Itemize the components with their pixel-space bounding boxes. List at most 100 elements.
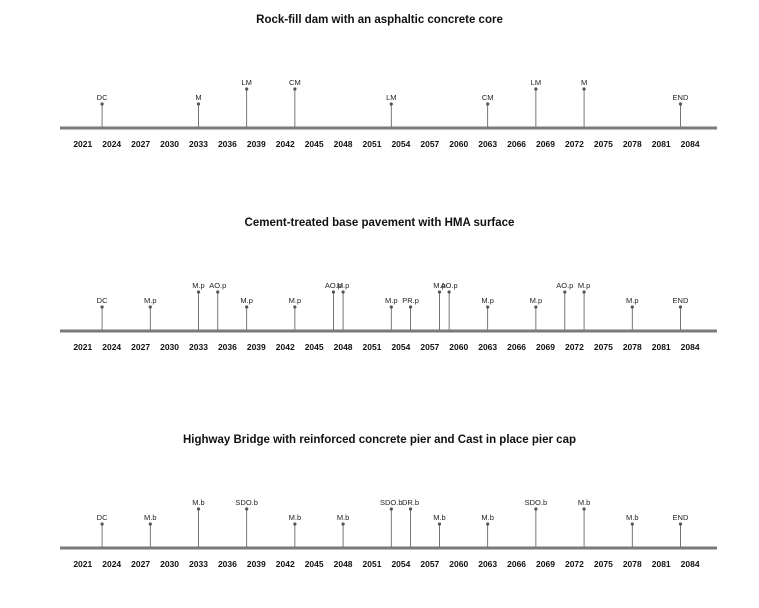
- event-marker: [293, 522, 297, 526]
- event-marker: [408, 507, 413, 511]
- x-tick-label: 2036: [218, 342, 237, 352]
- x-tick-label: 2081: [652, 139, 671, 149]
- x-tick-label: 2072: [565, 342, 584, 352]
- x-tick-label: 2078: [623, 139, 642, 149]
- event-marker: [389, 305, 393, 309]
- x-tick-label: 2051: [363, 559, 382, 569]
- event-label: M.p: [289, 296, 302, 305]
- event-marker: [534, 305, 538, 309]
- event-label: DR.b: [402, 498, 419, 507]
- event-label: SDO.b: [525, 498, 548, 507]
- event-label: AO.p: [556, 281, 573, 290]
- x-tick-label: 2033: [189, 342, 208, 352]
- event-label: M.b: [144, 513, 157, 522]
- event-label: AO.p: [209, 281, 226, 290]
- x-tick-label: 2075: [594, 559, 613, 569]
- x-tick-label: 2036: [218, 559, 237, 569]
- event-label: DC: [97, 513, 108, 522]
- x-tick-label: 2066: [507, 559, 526, 569]
- chart-title: Cement-treated base pavement with HMA su…: [245, 217, 515, 229]
- timeline-panel-1: Rock-fill dam with an asphaltic concrete…: [60, 14, 717, 149]
- x-tick-label: 2084: [681, 559, 700, 569]
- event-label: END: [673, 296, 689, 305]
- timeline-panel-2: Cement-treated base pavement with HMA su…: [60, 217, 717, 352]
- x-tick-label: 2033: [189, 559, 208, 569]
- event-label: SDO.b: [380, 498, 403, 507]
- event-label: M.b: [433, 513, 446, 522]
- event-marker: [245, 507, 249, 511]
- x-tick-label: 2030: [160, 139, 179, 149]
- event-label: AO.p: [441, 281, 458, 290]
- x-tick-label: 2063: [478, 342, 497, 352]
- x-tick-label: 2051: [363, 139, 382, 149]
- event-label: M.b: [578, 498, 591, 507]
- event-label: M.p: [144, 296, 157, 305]
- x-tick-label: 2021: [73, 342, 92, 352]
- x-tick-label: 2078: [623, 342, 642, 352]
- x-tick-label: 2042: [276, 559, 295, 569]
- x-tick-label: 2066: [507, 342, 526, 352]
- x-tick-label: 2060: [449, 559, 468, 569]
- x-tick-label: 2024: [102, 139, 121, 149]
- x-tick-label: 2075: [594, 139, 613, 149]
- event-label: M.b: [289, 513, 302, 522]
- event-marker: [437, 290, 442, 294]
- x-tick-label: 2021: [73, 559, 92, 569]
- event-label: CM: [289, 78, 301, 87]
- event-marker: [148, 522, 152, 526]
- x-tick-label: 2039: [247, 139, 266, 149]
- chart-title: Highway Bridge with reinforced concrete …: [183, 434, 576, 446]
- event-label: LM: [241, 78, 251, 87]
- event-label: M.p: [192, 281, 205, 290]
- event-label: DC: [97, 296, 108, 305]
- event-label: M.p: [433, 281, 446, 290]
- event-marker: [245, 87, 249, 91]
- x-tick-label: 2030: [160, 342, 179, 352]
- event-label: M: [581, 78, 587, 87]
- x-tick-label: 2027: [131, 139, 150, 149]
- timeline-panel-3: Highway Bridge with reinforced concrete …: [60, 434, 717, 569]
- event-label: M.b: [192, 498, 205, 507]
- event-marker: [408, 305, 413, 309]
- event-label: CM: [482, 93, 494, 102]
- x-tick-label: 2048: [334, 139, 353, 149]
- x-tick-label: 2042: [276, 342, 295, 352]
- x-tick-label: 2024: [102, 559, 121, 569]
- event-marker: [245, 305, 249, 309]
- x-tick-label: 2069: [536, 139, 555, 149]
- event-marker: [582, 87, 586, 91]
- event-marker: [534, 87, 538, 91]
- x-tick-label: 2078: [623, 559, 642, 569]
- x-tick-label: 2039: [247, 342, 266, 352]
- x-tick-label: 2069: [536, 342, 555, 352]
- x-tick-label: 2027: [131, 559, 150, 569]
- event-marker: [678, 522, 683, 526]
- x-tick-label: 2048: [334, 342, 353, 352]
- event-marker: [196, 102, 201, 106]
- event-marker: [196, 290, 201, 294]
- event-marker: [216, 290, 220, 294]
- event-marker: [486, 305, 490, 309]
- event-marker: [196, 507, 201, 511]
- x-tick-label: 2066: [507, 139, 526, 149]
- event-label: M.p: [337, 281, 350, 290]
- event-marker: [148, 305, 152, 309]
- x-tick-label: 2060: [449, 139, 468, 149]
- event-label: M.p: [578, 281, 591, 290]
- x-tick-label: 2048: [334, 559, 353, 569]
- x-tick-label: 2039: [247, 559, 266, 569]
- x-tick-label: 2072: [565, 559, 584, 569]
- event-marker: [437, 522, 442, 526]
- event-marker: [341, 522, 345, 526]
- x-tick-label: 2054: [391, 139, 410, 149]
- x-tick-label: 2024: [102, 342, 121, 352]
- x-tick-label: 2075: [594, 342, 613, 352]
- event-marker: [293, 305, 297, 309]
- event-label: M.b: [626, 513, 639, 522]
- x-tick-label: 2057: [420, 139, 439, 149]
- x-tick-label: 2063: [478, 139, 497, 149]
- chart-title: Rock-fill dam with an asphaltic concrete…: [256, 14, 503, 26]
- x-tick-label: 2045: [305, 139, 324, 149]
- x-tick-label: 2084: [681, 139, 700, 149]
